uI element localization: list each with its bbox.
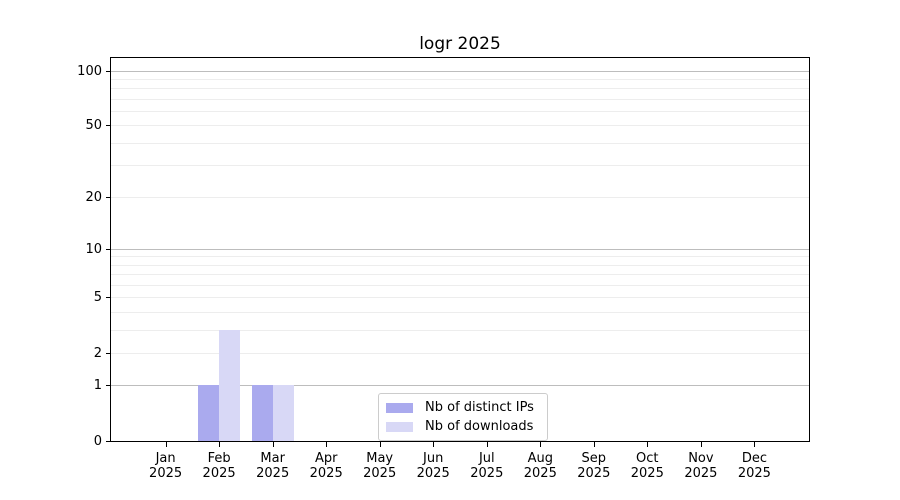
x-tick-label-feb: Feb 2025 <box>202 451 236 481</box>
gridline-minor <box>111 284 809 286</box>
gridline-major <box>111 70 809 72</box>
bar-feb-downloads <box>219 329 241 441</box>
legend-label-downloads: Nb of downloads <box>425 419 534 434</box>
y-tick <box>106 196 110 198</box>
gridline-minor <box>111 111 809 112</box>
gridline-minor <box>111 329 809 331</box>
x-tick <box>272 442 274 447</box>
x-tick <box>647 442 649 447</box>
legend-item-downloads: Nb of downloads <box>386 418 534 435</box>
bar-feb-distinct-ips <box>198 385 220 441</box>
x-tick-label-aug: Aug 2025 <box>523 451 557 481</box>
x-tick <box>219 442 221 447</box>
x-tick-label-may: May 2025 <box>363 451 397 481</box>
legend-item-distinct-ips: Nb of distinct IPs <box>386 399 534 416</box>
gridline-minor <box>111 297 809 299</box>
gridline-minor <box>111 165 809 167</box>
legend-swatch-downloads-icon <box>386 421 413 432</box>
x-tick <box>165 442 167 447</box>
plot-area <box>110 57 810 442</box>
x-tick-label-sep: Sep 2025 <box>577 451 611 481</box>
y-tick <box>106 70 110 72</box>
x-tick <box>486 442 488 447</box>
x-tick <box>540 442 542 447</box>
x-tick-label-dec: Dec 2025 <box>737 451 771 481</box>
gridline-minor <box>111 311 809 313</box>
y-tick-label: 100 <box>77 63 102 79</box>
y-tick <box>106 125 110 127</box>
x-tick-label-oct: Oct 2025 <box>630 451 664 481</box>
x-tick <box>326 442 328 447</box>
x-tick-label-jul: Jul 2025 <box>470 451 504 481</box>
gridline-minor <box>111 142 809 144</box>
y-tick-label: 50 <box>85 118 102 134</box>
y-tick <box>106 297 110 299</box>
chart-title: logr 2025 <box>419 34 501 54</box>
bar-mar-downloads <box>272 385 294 441</box>
bar-mar-distinct-ips <box>251 385 273 441</box>
gridline-minor <box>111 125 809 127</box>
gridline-major <box>111 385 809 387</box>
y-tick-label: 2 <box>93 345 102 361</box>
y-tick <box>106 248 110 250</box>
y-tick-label: 0 <box>93 434 102 449</box>
x-tick <box>593 442 595 447</box>
gridline-minor <box>111 256 809 258</box>
gridline-minor <box>111 196 809 198</box>
x-tick <box>700 442 702 447</box>
y-tick-label: 1 <box>93 378 102 394</box>
legend-label-distinct-ips: Nb of distinct IPs <box>425 400 534 415</box>
gridline-minor <box>111 98 809 100</box>
x-tick-label-jan: Jan 2025 <box>149 451 183 481</box>
gridline-minor <box>111 88 809 90</box>
x-tick <box>433 442 435 447</box>
y-tick <box>106 352 110 354</box>
x-tick-label-jun: Jun 2025 <box>416 451 450 481</box>
x-tick-label-mar: Mar 2025 <box>256 451 290 481</box>
gridline-major <box>111 248 809 250</box>
gridline-minor <box>111 274 809 276</box>
legend: Nb of distinct IPs Nb of downloads <box>378 393 548 441</box>
y-tick-label: 20 <box>85 189 102 205</box>
gridline-minor <box>111 78 809 80</box>
y-tick <box>106 385 110 387</box>
y-tick-label: 5 <box>93 290 102 306</box>
x-tick-label-apr: Apr 2025 <box>309 451 343 481</box>
x-tick <box>379 442 381 447</box>
y-tick-label: 10 <box>85 241 102 257</box>
gridline-minor <box>111 264 809 266</box>
x-tick-label-nov: Nov 2025 <box>684 451 718 481</box>
x-tick <box>754 442 756 447</box>
y-tick <box>106 441 110 442</box>
gridline-minor <box>111 352 809 354</box>
legend-swatch-distinct-ips-icon <box>386 402 413 413</box>
